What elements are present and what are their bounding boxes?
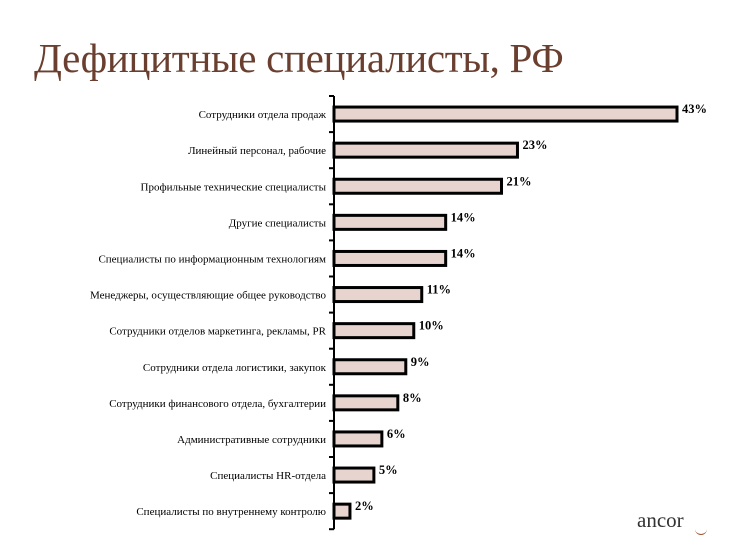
- bar: [332, 430, 384, 448]
- bar: [332, 466, 376, 484]
- category-label: Специалисты по внутреннему контролю: [136, 506, 326, 518]
- category-label: Сотрудники финансового отдела, бухгалтер…: [109, 398, 326, 410]
- bar: [332, 502, 352, 520]
- bar: [332, 213, 448, 231]
- category-label: Административные сотрудники: [177, 434, 326, 446]
- data-label: 9%: [411, 355, 430, 369]
- bar: [332, 394, 400, 412]
- data-label: 23%: [522, 138, 547, 152]
- category-label: Специалисты по информационным технология…: [98, 253, 326, 265]
- data-label: 6%: [387, 427, 406, 441]
- category-label: Специалисты HR-отдела: [210, 470, 326, 482]
- data-label: 11%: [427, 283, 451, 297]
- data-label: 2%: [355, 499, 374, 513]
- data-label: 21%: [507, 174, 532, 188]
- category-label: Профильные технические специалисты: [141, 181, 327, 193]
- category-label: Линейный персонал, рабочие: [188, 145, 326, 157]
- bar: [332, 286, 424, 304]
- bar: [332, 177, 504, 195]
- category-label: Сотрудники отделов маркетинга, рекламы, …: [109, 326, 326, 338]
- data-label: 14%: [451, 246, 476, 260]
- data-label: 43%: [682, 102, 707, 116]
- bar: [332, 141, 519, 159]
- category-label: Менеджеры, осуществляющие общее руководс…: [90, 290, 327, 302]
- bar: [332, 105, 679, 123]
- chart-title: Дефицитные специалисты, РФ: [34, 35, 564, 81]
- category-label: Сотрудники отдела продаж: [199, 109, 327, 121]
- data-label: 10%: [419, 319, 444, 333]
- logo-swoosh-icon: [695, 528, 707, 535]
- category-label: Сотрудники отдела логистики, закупок: [143, 362, 327, 374]
- category-label: Другие специалисты: [229, 217, 327, 229]
- data-label: 8%: [403, 391, 422, 405]
- ancor-logo: ancor: [637, 508, 684, 532]
- data-label: 5%: [379, 463, 398, 477]
- data-label: 14%: [451, 210, 476, 224]
- bar: [332, 249, 448, 267]
- bar: [332, 358, 408, 376]
- bar: [332, 322, 416, 340]
